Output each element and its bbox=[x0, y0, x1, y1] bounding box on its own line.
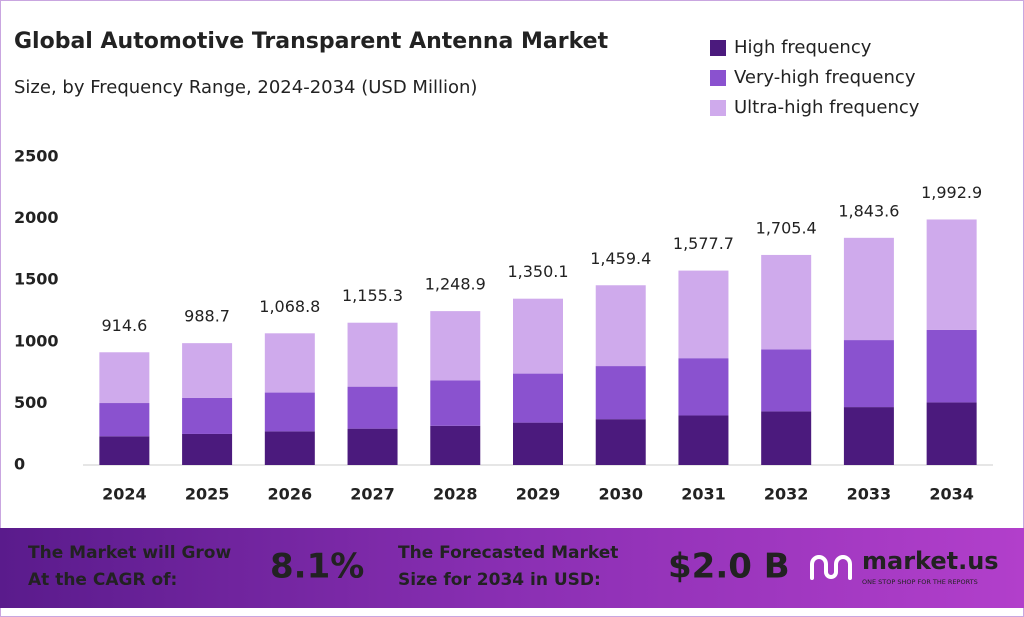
bar-segment bbox=[99, 403, 150, 437]
x-tick-label: 2028 bbox=[433, 485, 478, 504]
brand-logo bbox=[810, 555, 852, 580]
bar-segment bbox=[430, 311, 481, 381]
bar-segment bbox=[678, 415, 729, 465]
bar-segment bbox=[430, 425, 481, 465]
bar-segment bbox=[264, 333, 315, 393]
bar-segment bbox=[926, 329, 977, 403]
bar-segment bbox=[761, 349, 812, 412]
forecast-text: Size for 2034 in USD: bbox=[398, 570, 601, 590]
brand-tagline: ONE STOP SHOP FOR THE REPORTS bbox=[862, 578, 978, 586]
total-label: 1,350.1 bbox=[507, 262, 568, 281]
x-tick-label: 2034 bbox=[929, 485, 974, 504]
cagr-text: The Market will Grow bbox=[28, 543, 231, 563]
x-tick-label: 2025 bbox=[185, 485, 230, 504]
bar-segment bbox=[430, 380, 481, 426]
bar-segment bbox=[926, 402, 977, 465]
bar-segment bbox=[843, 237, 894, 341]
total-label: 988.7 bbox=[184, 307, 230, 326]
bar-segment bbox=[761, 254, 812, 350]
bar-segment bbox=[761, 411, 812, 465]
bar-segment bbox=[99, 436, 150, 465]
cagr-text: At the CAGR of: bbox=[28, 570, 177, 590]
bar-segment bbox=[513, 298, 563, 374]
footer-banner bbox=[0, 528, 1024, 608]
x-tick-label: 2029 bbox=[516, 485, 561, 504]
x-tick-label: 2032 bbox=[764, 485, 809, 504]
total-label: 1,459.4 bbox=[590, 249, 651, 268]
total-label: 1,843.6 bbox=[838, 201, 899, 220]
total-label: 1,577.7 bbox=[673, 234, 734, 253]
bar-segment bbox=[182, 397, 233, 434]
total-label: 1,705.4 bbox=[756, 218, 817, 237]
legend-swatch bbox=[710, 100, 726, 116]
legend-swatch bbox=[710, 70, 726, 86]
total-label: 1,155.3 bbox=[342, 286, 403, 305]
total-label: 1,068.8 bbox=[259, 297, 320, 316]
total-label: 1,992.9 bbox=[921, 183, 982, 202]
y-tick-label: 2500 bbox=[14, 147, 59, 166]
y-tick-label: 0 bbox=[14, 455, 25, 474]
bar-segment bbox=[595, 366, 646, 420]
bar-segment bbox=[182, 343, 233, 398]
x-tick-label: 2031 bbox=[681, 485, 726, 504]
cagr-value: 8.1% bbox=[270, 547, 364, 587]
brand-name: market.us bbox=[862, 547, 999, 575]
forecast-value: $2.0 B bbox=[668, 547, 790, 587]
x-tick-label: 2030 bbox=[598, 485, 643, 504]
legend-label: High frequency bbox=[734, 37, 872, 58]
x-tick-label: 2024 bbox=[102, 485, 147, 504]
bar-segment bbox=[595, 419, 646, 465]
y-tick-label: 1500 bbox=[14, 270, 59, 289]
y-tick-label: 1000 bbox=[14, 331, 59, 350]
y-tick-label: 500 bbox=[14, 393, 47, 412]
bar-segment bbox=[678, 270, 729, 359]
bar-segment bbox=[264, 431, 315, 465]
bar-segment bbox=[347, 322, 398, 387]
bar-segment bbox=[513, 422, 563, 465]
x-tick-label: 2033 bbox=[847, 485, 892, 504]
bar-segment bbox=[843, 340, 894, 408]
legend-label: Ultra-high frequency bbox=[734, 97, 920, 118]
bar-segment bbox=[99, 352, 150, 404]
bar-segment bbox=[678, 358, 729, 416]
bar-segment bbox=[347, 386, 398, 429]
bar-segment bbox=[347, 428, 398, 465]
bar-segment bbox=[843, 407, 894, 465]
bar-segment bbox=[926, 219, 977, 330]
chart-subtitle: Size, by Frequency Range, 2024-2034 (USD… bbox=[14, 77, 477, 98]
bar-segment bbox=[513, 373, 563, 423]
y-tick-label: 2000 bbox=[14, 208, 59, 227]
total-label: 914.6 bbox=[101, 316, 147, 335]
chart-title: Global Automotive Transparent Antenna Ma… bbox=[14, 29, 609, 54]
x-tick-label: 2026 bbox=[268, 485, 313, 504]
legend-label: Very-high frequency bbox=[734, 67, 916, 88]
legend-swatch bbox=[710, 40, 726, 56]
forecast-text: The Forecasted Market bbox=[398, 543, 618, 563]
x-tick-label: 2027 bbox=[350, 485, 395, 504]
bar-segment bbox=[264, 392, 315, 432]
total-label: 1,248.9 bbox=[425, 275, 486, 294]
bar-segment bbox=[595, 285, 646, 367]
bar-segment bbox=[182, 433, 233, 465]
